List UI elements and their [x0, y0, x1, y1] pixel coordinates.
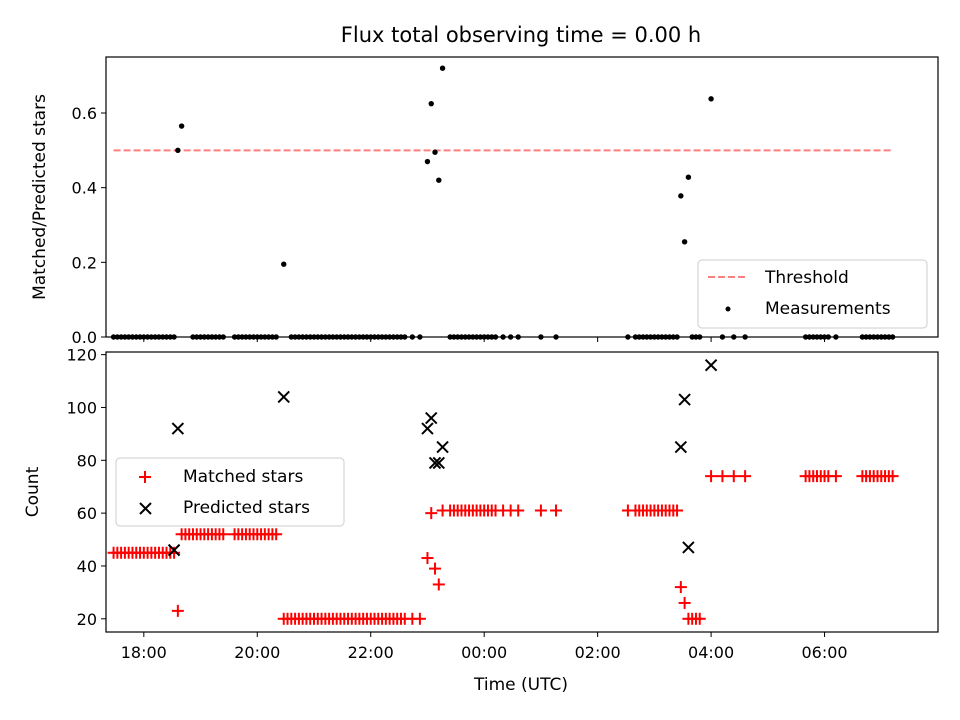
- predicted-stars-point: [421, 422, 434, 435]
- bottom-y-tick-label: 100: [66, 398, 97, 417]
- matched-stars-point: [886, 470, 899, 483]
- matched-stars-point: [716, 470, 729, 483]
- x-axis-label: Time (UTC): [473, 675, 568, 695]
- bottom-y-axis-label: Count: [23, 466, 43, 517]
- measurements-point: [678, 193, 684, 199]
- matched-stars-point: [534, 504, 547, 517]
- measurements-point: [685, 174, 692, 180]
- legend-matched-label: Matched stars: [183, 467, 303, 487]
- top-y-tick-label: 0.4: [72, 179, 97, 198]
- measurements-point: [175, 147, 181, 154]
- matched-stars-point: [705, 470, 718, 483]
- bottom-y-tick-label: 80: [77, 451, 97, 470]
- top-y-tick-label: 0.2: [72, 253, 97, 272]
- predicted-stars-point: [171, 422, 185, 435]
- predicted-stars-point: [682, 541, 695, 554]
- matched-stars-point: [413, 612, 426, 625]
- predicted-stars-point: [704, 359, 718, 372]
- predicted-stars-point: [432, 456, 446, 470]
- x-tick-label: 02:00: [575, 643, 621, 662]
- x-tick-label: 00:00: [461, 643, 507, 662]
- matched-stars-point: [829, 470, 842, 483]
- predicted-stars-point: [277, 390, 290, 404]
- top-axes-frame: [105, 56, 939, 338]
- matched-stars-point: [550, 504, 563, 517]
- measurements-point: [436, 177, 442, 183]
- legend-predicted-label: Predicted stars: [183, 498, 310, 518]
- predicted-stars-point: [167, 543, 181, 557]
- bottom-legend-box: [115, 457, 345, 527]
- matched-stars-point: [678, 596, 691, 609]
- bottom-y-ticks: 20 40 60 80 100 120: [66, 346, 106, 629]
- matched-stars-point: [270, 528, 283, 541]
- bottom-x-ticks: 18:00 20:00 22:00 00:00 02:00 04:00 06:00: [121, 632, 848, 662]
- legend-threshold-label: Threshold: [764, 268, 849, 288]
- matched-stars-point: [512, 504, 525, 517]
- legend-predicted-swatch: [139, 502, 152, 515]
- predicted-stars-point: [436, 440, 449, 454]
- matched-stars-point: [171, 604, 184, 617]
- matched-stars-point: [674, 581, 687, 594]
- top-y-ticks: 0.0 0.2 0.4 0.6: [72, 104, 106, 347]
- matched-stars-point: [421, 552, 434, 565]
- top-panel: 0.0 0.2 0.4 0.6 Matched/Predicted stars Thr…: [30, 56, 939, 347]
- bottom-y-tick-label: 40: [77, 557, 97, 576]
- x-tick-label: 18:00: [121, 643, 167, 662]
- matched-stars-point: [671, 504, 684, 517]
- measurements-point: [424, 158, 431, 165]
- bottom-y-tick-label: 20: [77, 610, 97, 629]
- matched-stars-point: [429, 562, 442, 575]
- predicted-stars-point: [678, 393, 691, 406]
- chart-title: Flux total observing time = 0.00 h: [341, 23, 701, 47]
- bottom-panel: 20 40 60 80 100 120 18:00 20:00 22:00 00:00 02:00…: [23, 346, 939, 695]
- matched-stars-point: [727, 470, 740, 483]
- matched-stars-point: [693, 612, 706, 625]
- measurements-point: [178, 123, 185, 129]
- top-y-tick-label: 0.0: [72, 328, 97, 347]
- predicted-stars-point: [674, 440, 688, 454]
- bottom-y-tick-label: 60: [77, 504, 97, 523]
- legend-matched-swatch: [139, 471, 151, 483]
- x-tick-label: 06:00: [801, 643, 847, 662]
- measurements-point: [432, 149, 438, 155]
- bottom-axes-frame: [105, 351, 939, 633]
- x-tick-label: 22:00: [348, 643, 394, 662]
- legend-measurements-label: Measurements: [765, 299, 891, 319]
- top-x-ticks: [143, 337, 826, 342]
- top-legend-box: [697, 259, 928, 329]
- bottom-plot-area: [107, 359, 899, 625]
- matched-stars-point: [432, 578, 445, 591]
- predicted-stars-point: [428, 456, 442, 470]
- top-y-axis-label: Matched/Predicted stars: [30, 94, 50, 300]
- measurements-point: [681, 239, 688, 245]
- top-legend: Threshold Measurements: [697, 259, 928, 329]
- matched-stars-point: [739, 470, 752, 483]
- measurements-point: [708, 96, 714, 102]
- measurements-point: [428, 100, 434, 107]
- matched-stars-point: [425, 507, 438, 520]
- x-tick-label: 04:00: [688, 643, 734, 662]
- top-y-tick-label: 0.6: [72, 104, 97, 123]
- predicted-stars-point: [425, 411, 438, 425]
- measurements-point: [439, 65, 446, 71]
- measurements-point: [281, 261, 287, 267]
- bottom-y-tick-label: 120: [66, 346, 97, 365]
- matched-stars-point: [217, 528, 230, 541]
- legend-measurements-swatch: [725, 306, 731, 312]
- x-tick-label: 20:00: [234, 643, 280, 662]
- bottom-legend: Matched stars Predicted stars: [115, 457, 345, 527]
